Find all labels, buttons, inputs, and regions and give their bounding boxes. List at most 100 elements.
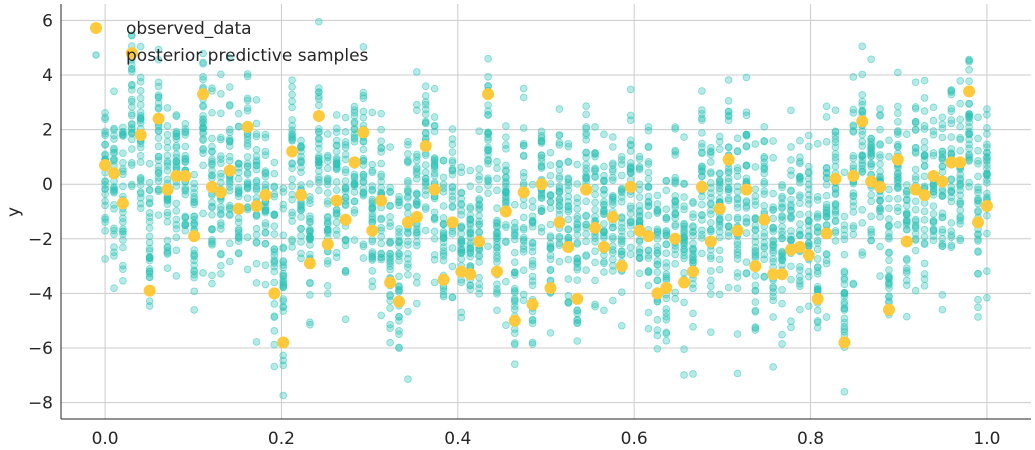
posterior-sample-point	[894, 109, 902, 117]
posterior-sample-point	[938, 305, 947, 314]
posterior-sample-point	[306, 291, 314, 299]
observed-point	[838, 336, 851, 349]
posterior-sample-point	[626, 116, 635, 124]
posterior-sample-point	[163, 243, 172, 251]
posterior-sample-point	[724, 283, 733, 292]
posterior-sample-point	[377, 170, 385, 179]
posterior-sample-point	[359, 178, 368, 186]
posterior-sample-point	[101, 177, 109, 186]
posterior-sample-point	[644, 281, 653, 290]
posterior-sample-point	[555, 141, 564, 149]
posterior-sample-point	[101, 201, 109, 210]
posterior-sample-point	[101, 218, 109, 226]
posterior-sample-point	[840, 300, 849, 309]
posterior-sample-point	[965, 127, 973, 136]
posterior-sample-point	[707, 158, 715, 166]
posterior-sample-point	[626, 85, 635, 94]
posterior-sample-point	[591, 173, 599, 182]
posterior-sample-point	[671, 288, 679, 297]
posterior-sample-point	[947, 231, 956, 239]
posterior-sample-point	[484, 101, 492, 109]
posterior-sample-point	[181, 158, 190, 166]
posterior-sample-point	[413, 221, 421, 230]
observed-point	[758, 213, 771, 226]
observed-point	[722, 153, 735, 166]
observed-point	[713, 202, 726, 215]
posterior-sample-point	[974, 113, 982, 122]
posterior-sample-point	[448, 182, 457, 191]
posterior-sample-point	[128, 86, 136, 94]
legend-samples-label: posterior predictive samples	[126, 46, 369, 66]
posterior-sample-point	[555, 195, 564, 204]
posterior-sample-point	[475, 172, 483, 180]
posterior-sample-point	[217, 155, 225, 163]
posterior-sample-point	[332, 124, 341, 133]
posterior-sample-point	[894, 142, 902, 151]
posterior-sample-point	[217, 249, 225, 258]
posterior-sample-point	[136, 101, 145, 109]
posterior-sample-point	[502, 174, 510, 182]
posterior-sample-point	[787, 317, 795, 325]
posterior-sample-point	[733, 147, 742, 155]
posterior-sample-point	[234, 184, 243, 192]
observed-point	[731, 224, 744, 237]
posterior-sample-point	[323, 217, 332, 226]
posterior-sample-point	[983, 152, 991, 161]
posterior-sample-point	[635, 162, 644, 171]
posterior-sample-point	[573, 180, 582, 188]
posterior-sample-point	[279, 361, 288, 370]
posterior-sample-point	[698, 114, 706, 123]
posterior-sample-point	[181, 221, 190, 229]
posterior-sample-point	[493, 216, 501, 225]
posterior-sample-point	[715, 184, 724, 193]
posterior-sample-point	[573, 240, 582, 248]
posterior-sample-point	[582, 167, 590, 176]
posterior-sample-point	[831, 229, 840, 237]
posterior-sample-point	[876, 111, 884, 119]
posterior-sample-point	[199, 209, 207, 218]
posterior-sample-point	[190, 270, 198, 279]
posterior-sample-point	[858, 205, 867, 214]
posterior-sample-point	[439, 231, 448, 240]
posterior-sample-point	[502, 133, 510, 141]
posterior-sample-point	[279, 271, 288, 280]
posterior-sample-point	[858, 70, 867, 79]
posterior-sample-point	[689, 199, 697, 207]
posterior-sample-point	[163, 217, 172, 226]
posterior-sample-point	[110, 157, 118, 165]
posterior-sample-point	[885, 204, 893, 212]
posterior-sample-point	[332, 211, 341, 220]
legend-observed-label: observed_data	[126, 19, 252, 39]
posterior-sample-point	[457, 163, 466, 171]
posterior-sample-point	[288, 182, 296, 190]
y-tick-label: −4	[28, 284, 53, 304]
posterior-sample-point	[689, 322, 697, 331]
posterior-sample-point	[546, 171, 555, 180]
posterior-sample-point	[911, 235, 920, 243]
posterior-sample-point	[332, 186, 341, 194]
posterior-sample-point	[199, 115, 207, 124]
posterior-sample-point	[537, 137, 546, 146]
posterior-sample-point	[341, 315, 350, 324]
posterior-sample-point	[270, 262, 279, 271]
posterior-sample-point	[368, 218, 377, 226]
observed-point	[134, 129, 147, 142]
posterior-sample-point	[626, 250, 635, 259]
posterior-sample-point	[956, 99, 964, 108]
observed-point	[268, 287, 281, 300]
posterior-sample-point	[858, 219, 867, 227]
posterior-sample-point	[181, 213, 190, 222]
posterior-sample-point	[698, 226, 706, 235]
posterior-sample-point	[840, 387, 849, 396]
posterior-sample-point	[350, 188, 359, 196]
posterior-sample-point	[715, 233, 724, 242]
posterior-sample-point	[243, 159, 252, 168]
posterior-sample-point	[787, 106, 795, 115]
posterior-sample-point	[110, 230, 118, 239]
posterior-sample-point	[315, 176, 323, 184]
posterior-sample-point	[128, 145, 136, 153]
posterior-sample-point	[653, 268, 662, 277]
posterior-sample-point	[404, 249, 412, 258]
posterior-sample-point	[323, 220, 332, 228]
posterior-sample-point	[297, 168, 305, 177]
